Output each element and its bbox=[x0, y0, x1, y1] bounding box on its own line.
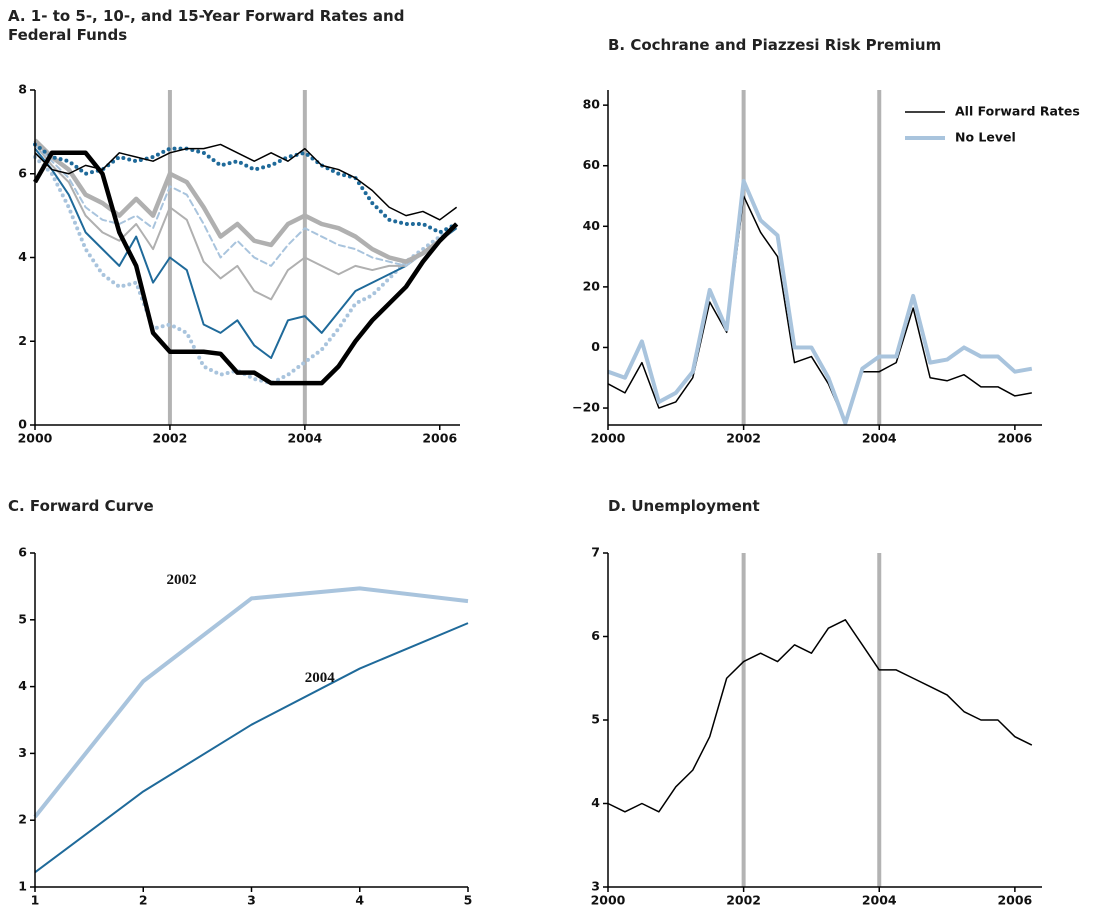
series-line bbox=[34, 143, 458, 221]
panel-title: A. 1- to 5-, 10-, and 15-Year Forward Ra… bbox=[8, 7, 405, 44]
x-tick-label: 2 bbox=[139, 893, 148, 908]
y-tick-label: 0 bbox=[591, 339, 600, 354]
y-tick-label: 4 bbox=[591, 795, 600, 810]
series-label: 2004 bbox=[305, 670, 336, 686]
y-tick-label: 4 bbox=[18, 249, 27, 264]
x-tick-label: 1 bbox=[31, 893, 40, 908]
y-tick-label: 8 bbox=[18, 82, 27, 97]
series-line bbox=[34, 622, 469, 874]
panel-title: B. Cochrane and Piazzesi Risk Premium bbox=[608, 36, 942, 54]
series-line bbox=[33, 138, 459, 264]
x-tick-label: 2000 bbox=[18, 431, 53, 446]
series-label: 2002 bbox=[167, 572, 197, 588]
y-tick-label: 5 bbox=[18, 611, 27, 626]
y-tick-label: 2 bbox=[18, 812, 27, 827]
x-tick-label: 2002 bbox=[153, 431, 188, 446]
y-tick-label: −20 bbox=[572, 400, 600, 415]
series-line bbox=[607, 195, 1032, 424]
x-tick-label: 2002 bbox=[726, 431, 761, 446]
y-tick-label: 2 bbox=[18, 333, 27, 348]
x-tick-label: 2004 bbox=[287, 431, 322, 446]
x-tick-label: 5 bbox=[464, 893, 473, 908]
series-line bbox=[33, 150, 459, 386]
series-line bbox=[607, 619, 1033, 813]
x-tick-label: 2006 bbox=[997, 893, 1032, 908]
y-tick-label: 3 bbox=[18, 745, 27, 760]
x-tick-label: 2006 bbox=[997, 431, 1032, 446]
y-tick-label: 20 bbox=[583, 278, 601, 293]
x-tick-label: 4 bbox=[355, 893, 364, 908]
x-tick-label: 2004 bbox=[862, 431, 897, 446]
series-line bbox=[33, 142, 459, 235]
series-line bbox=[607, 178, 1033, 426]
series-line bbox=[33, 155, 459, 386]
series-line bbox=[34, 143, 458, 301]
y-tick-label: 1 bbox=[18, 879, 27, 894]
y-tick-label: 6 bbox=[18, 165, 27, 180]
series-line bbox=[34, 148, 458, 359]
x-tick-label: 3 bbox=[247, 893, 256, 908]
x-tick-label: 2002 bbox=[726, 893, 761, 908]
y-tick-label: 6 bbox=[18, 545, 27, 560]
series-line bbox=[34, 143, 458, 267]
x-tick-label: 2000 bbox=[591, 431, 626, 446]
y-tick-label: 5 bbox=[591, 712, 600, 727]
y-tick-label: 80 bbox=[583, 97, 601, 112]
panel-title: D. Unemployment bbox=[608, 497, 760, 515]
legend-label: No Level bbox=[955, 130, 1016, 145]
x-tick-label: 2006 bbox=[422, 431, 457, 446]
x-tick-label: 2000 bbox=[591, 893, 626, 908]
y-tick-label: 6 bbox=[591, 628, 600, 643]
y-tick-label: 0 bbox=[18, 417, 27, 432]
series-line bbox=[33, 586, 469, 819]
y-tick-label: 4 bbox=[18, 678, 27, 693]
legend-label: All Forward Rates bbox=[955, 104, 1080, 119]
x-tick-label: 2004 bbox=[862, 893, 897, 908]
y-tick-label: 40 bbox=[583, 218, 601, 233]
y-tick-label: 60 bbox=[583, 157, 601, 172]
panel-title: C. Forward Curve bbox=[8, 497, 154, 515]
y-tick-label: 3 bbox=[591, 879, 600, 894]
y-tick-label: 7 bbox=[591, 545, 600, 560]
